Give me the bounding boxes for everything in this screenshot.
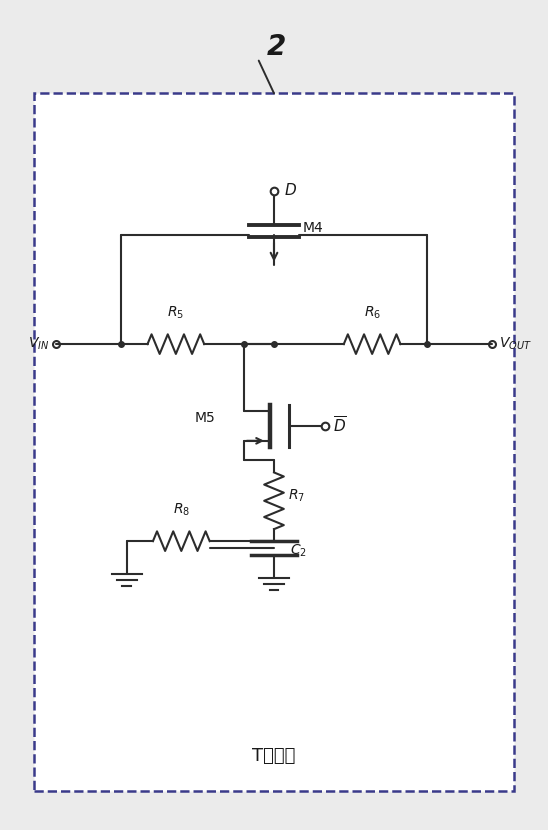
Text: T型结构: T型结构 <box>252 747 296 764</box>
Text: $V_{IN}$: $V_{IN}$ <box>28 336 49 352</box>
FancyBboxPatch shape <box>34 93 514 791</box>
Text: D: D <box>285 183 296 198</box>
Text: $R_8$: $R_8$ <box>173 502 190 518</box>
Text: $\overline{D}$: $\overline{D}$ <box>333 416 347 436</box>
Text: $R_7$: $R_7$ <box>288 487 305 504</box>
Text: $R_6$: $R_6$ <box>363 305 381 321</box>
Text: $R_5$: $R_5$ <box>167 305 184 321</box>
Text: $V_{OUT}$: $V_{OUT}$ <box>499 336 532 352</box>
Text: M5: M5 <box>195 411 216 425</box>
Text: $C_2$: $C_2$ <box>290 543 307 559</box>
Text: 2: 2 <box>267 33 287 61</box>
Text: M4: M4 <box>302 221 323 235</box>
